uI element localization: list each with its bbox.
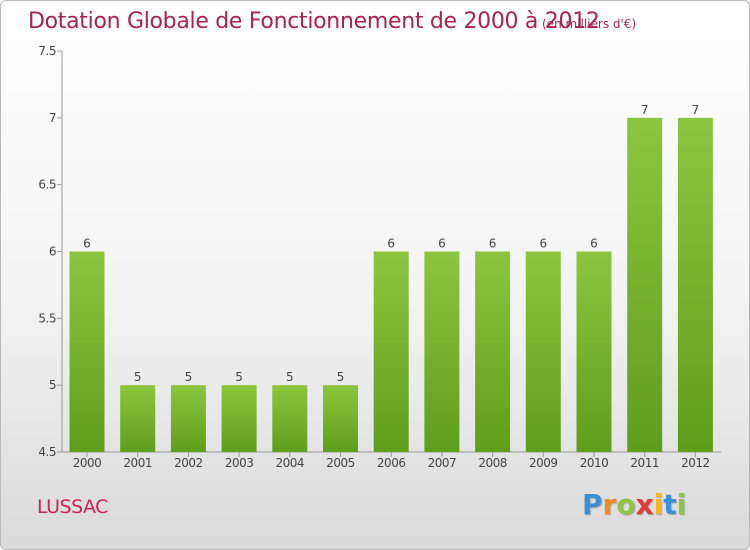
bar-2007 [424,251,460,452]
y-tick-label: 4.5 [38,445,56,459]
data-label: 6 [489,237,497,251]
x-tick-label: 2002 [174,456,203,470]
y-tick-label: 7.5 [38,44,56,58]
x-tick-label: 2006 [377,456,406,470]
x-tick-label: 2005 [326,456,355,470]
data-label: 5 [134,370,142,384]
y-tick-label: 5.5 [38,311,56,325]
labels: 4.5 5 5.5 6 6.5 7 7.5 2000 6 2001 5 2002 5 2003 5 2004 5… [38,44,710,470]
data-label: 5 [185,370,193,384]
chart-unit-note: (en milliers d'€) [542,17,637,31]
x-tick-label: 2001 [123,456,152,470]
x-tick-label: 2009 [529,456,558,470]
bars [69,117,713,452]
brand-letter: r [602,488,617,521]
data-label: 6 [438,237,446,251]
y-tick-label: 6 [49,245,56,259]
x-tick-label: 2010 [580,456,609,470]
bar-2003 [221,385,257,452]
brand-logo: Proxiti [582,488,686,521]
brand-letter: t [663,488,677,521]
data-label: 5 [286,370,294,384]
bar-2004 [272,385,308,452]
x-tick-label: 2004 [276,456,305,470]
bar-2010 [576,251,612,452]
brand-letter: o [616,488,636,521]
data-label: 6 [539,237,547,251]
brand-letter: x [635,488,654,521]
y-tick-label: 7 [49,111,56,125]
x-tick-label: 2012 [681,456,710,470]
chart-title: Dotation Globale de Fonctionnement de 20… [28,9,600,34]
bar-2012 [677,117,713,452]
data-label: 6 [387,237,395,251]
bar-2002 [170,385,206,452]
data-label: 6 [83,237,91,251]
brand-letter: i [676,488,687,521]
x-tick-label: 2007 [428,456,457,470]
data-label: 5 [235,370,243,384]
x-tick-label: 2011 [630,456,659,470]
y-tick-label: 6.5 [38,178,56,192]
x-tick-label: 2003 [225,456,254,470]
x-tick-label: 2008 [478,456,507,470]
y-tick-label: 5 [49,378,56,392]
data-label: 5 [337,370,345,384]
bar-2001 [120,385,156,452]
data-label: 6 [590,237,598,251]
brand-letter: P [582,488,603,521]
x-tick-label: 2000 [73,456,102,470]
bar-2011 [627,117,663,452]
bar-2009 [525,251,561,452]
data-label: 7 [692,103,700,117]
bar-2006 [373,251,409,452]
bar-2005 [323,385,358,452]
bar-2000 [69,251,105,452]
commune-name: LUSSAC [37,496,108,518]
data-label: 7 [641,103,649,117]
bar-2008 [475,251,511,452]
brand-letter: i [653,488,664,521]
